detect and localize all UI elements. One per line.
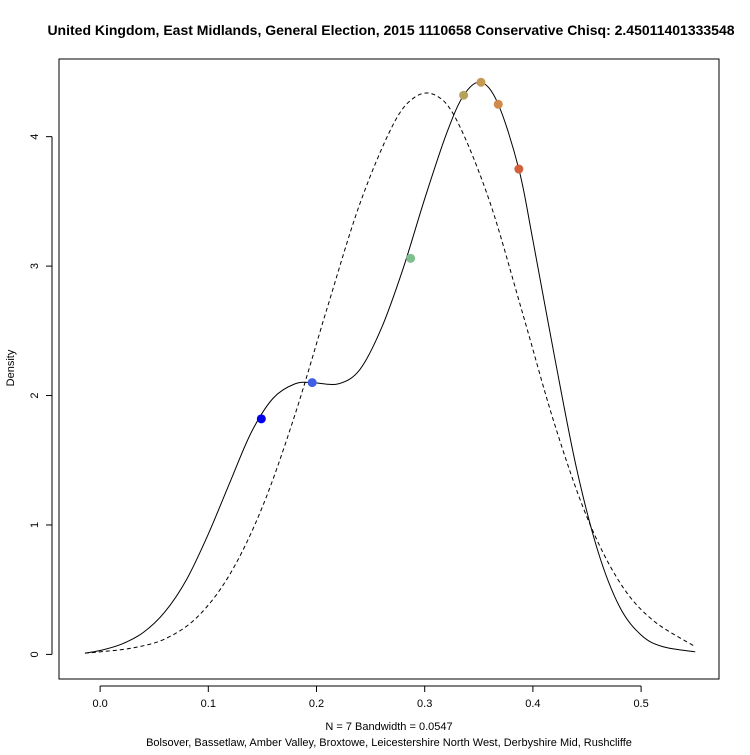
x-axis-sublabel: Bolsover, Bassetlaw, Amber Valley, Broxt… <box>146 737 632 749</box>
x-tick-label: 0.3 <box>417 698 432 710</box>
data-point-6 <box>493 99 503 109</box>
x-axis-label: N = 7 Bandwidth = 0.0547 <box>325 721 452 733</box>
y-tick-label: 4 <box>29 134 41 140</box>
y-tick-label: 1 <box>29 522 41 528</box>
x-axis: 0.0 0.1 0.2 0.3 0.4 0.5 <box>92 685 649 710</box>
data-point-7 <box>514 164 524 174</box>
y-axis-label: Density <box>5 349 17 386</box>
x-tick-label: 0.5 <box>633 698 648 710</box>
x-tick-label: 0.4 <box>525 698 540 710</box>
y-tick-label: 2 <box>29 392 41 398</box>
y-tick-label: 0 <box>29 651 41 657</box>
x-tick-label: 0.2 <box>309 698 324 710</box>
x-tick-label: 0.1 <box>201 698 216 710</box>
y-axis: 0 1 2 3 4 <box>29 134 53 657</box>
data-point-2 <box>307 378 317 388</box>
y-tick-label: 3 <box>29 263 41 269</box>
data-point-5 <box>476 77 486 87</box>
data-point-3 <box>406 253 416 263</box>
data-point-4 <box>459 90 469 100</box>
plot-frame <box>58 58 720 680</box>
normal-density-curve <box>84 92 696 654</box>
data-point-1 <box>256 414 266 424</box>
chart-title: United Kingdom, East Midlands, General E… <box>47 22 734 38</box>
x-tick-label: 0.0 <box>92 698 107 710</box>
kernel-density-curve <box>84 81 696 654</box>
